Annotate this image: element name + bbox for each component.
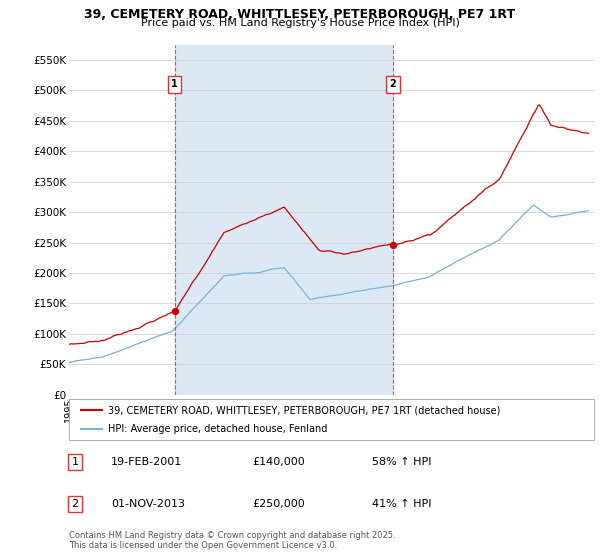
- Point: [388, 241, 398, 250]
- Text: 41% ↑ HPI: 41% ↑ HPI: [372, 499, 431, 509]
- Text: 1: 1: [71, 457, 79, 467]
- Text: Contains HM Land Registry data © Crown copyright and database right 2025.
This d: Contains HM Land Registry data © Crown c…: [69, 531, 395, 550]
- Text: Price paid vs. HM Land Registry's House Price Index (HPI): Price paid vs. HM Land Registry's House …: [140, 18, 460, 29]
- Text: 1: 1: [171, 80, 178, 90]
- Point: [170, 306, 179, 315]
- Text: £250,000: £250,000: [252, 499, 305, 509]
- Text: HPI: Average price, detached house, Fenland: HPI: Average price, detached house, Fenl…: [109, 423, 328, 433]
- Text: 58% ↑ HPI: 58% ↑ HPI: [372, 457, 431, 467]
- Text: £140,000: £140,000: [252, 457, 305, 467]
- Text: 19-FEB-2001: 19-FEB-2001: [111, 457, 182, 467]
- Text: 2: 2: [71, 499, 79, 509]
- Bar: [175, 45, 393, 395]
- Text: 39, CEMETERY ROAD, WHITTLESEY, PETERBOROUGH, PE7 1RT (detached house): 39, CEMETERY ROAD, WHITTLESEY, PETERBORO…: [109, 405, 501, 415]
- Text: 39, CEMETERY ROAD, WHITTLESEY, PETERBOROUGH, PE7 1RT: 39, CEMETERY ROAD, WHITTLESEY, PETERBORO…: [85, 8, 515, 21]
- Text: 01-NOV-2013: 01-NOV-2013: [111, 499, 185, 509]
- Text: 2: 2: [390, 80, 397, 90]
